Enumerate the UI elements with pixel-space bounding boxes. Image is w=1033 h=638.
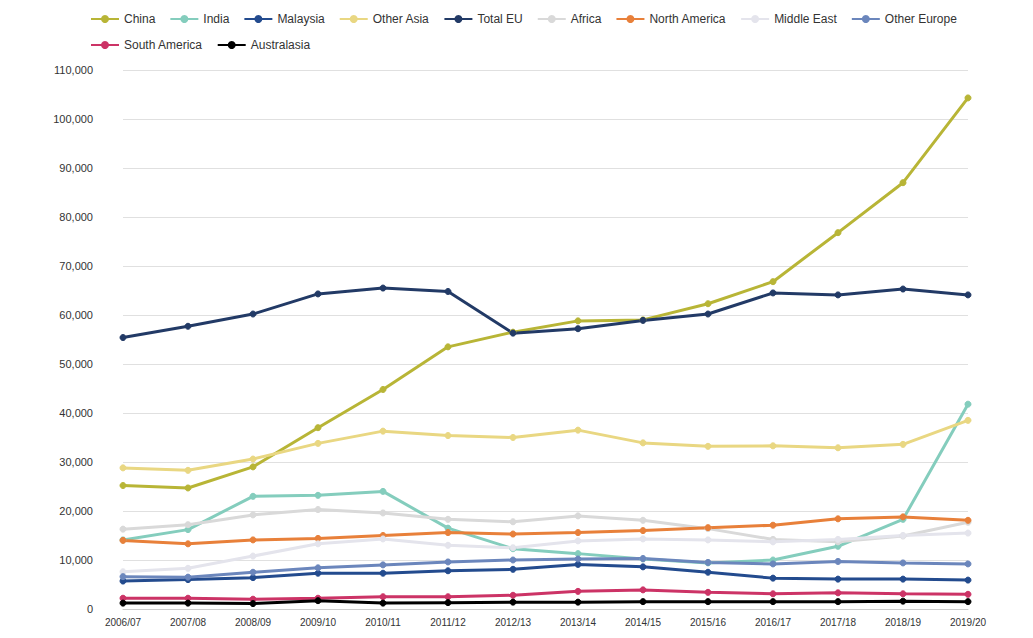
svg-text:20,000: 20,000 [59, 505, 93, 517]
svg-text:30,000: 30,000 [59, 456, 93, 468]
svg-text:90,000: 90,000 [59, 162, 93, 174]
svg-text:2013/14: 2013/14 [560, 617, 597, 628]
svg-text:Middle East: Middle East [774, 12, 837, 26]
svg-text:2011/12: 2011/12 [430, 617, 466, 628]
svg-text:2015/16: 2015/16 [690, 617, 727, 628]
svg-text:2014/15: 2014/15 [625, 617, 662, 628]
svg-text:Other Europe: Other Europe [885, 12, 957, 26]
svg-text:2009/10: 2009/10 [300, 617, 337, 628]
svg-text:2012/13: 2012/13 [495, 617, 532, 628]
svg-text:0: 0 [87, 603, 93, 615]
svg-text:2018/19: 2018/19 [885, 617, 922, 628]
svg-text:60,000: 60,000 [59, 309, 93, 321]
svg-text:Other Asia: Other Asia [373, 12, 429, 26]
svg-text:Total EU: Total EU [477, 12, 522, 26]
svg-text:40,000: 40,000 [59, 407, 93, 419]
svg-text:110,000: 110,000 [54, 64, 93, 76]
svg-text:South America: South America [124, 38, 202, 52]
svg-text:Malaysia: Malaysia [277, 12, 325, 26]
svg-text:80,000: 80,000 [59, 211, 93, 223]
svg-text:100,000: 100,000 [53, 113, 93, 125]
svg-text:Africa: Africa [571, 12, 602, 26]
svg-text:2017/18: 2017/18 [820, 617, 857, 628]
svg-text:2019/20: 2019/20 [950, 617, 987, 628]
svg-text:2016/17: 2016/17 [755, 617, 792, 628]
svg-text:Australasia: Australasia [251, 38, 311, 52]
svg-text:2006/07: 2006/07 [105, 617, 142, 628]
svg-text:North America: North America [649, 12, 725, 26]
svg-text:2008/09: 2008/09 [235, 617, 272, 628]
svg-text:50,000: 50,000 [59, 358, 93, 370]
svg-text:70,000: 70,000 [59, 260, 93, 272]
svg-text:10,000: 10,000 [59, 554, 93, 566]
svg-text:China: China [124, 12, 156, 26]
svg-text:India: India [203, 12, 229, 26]
svg-text:2010/11: 2010/11 [365, 617, 401, 628]
svg-text:2007/08: 2007/08 [170, 617, 207, 628]
